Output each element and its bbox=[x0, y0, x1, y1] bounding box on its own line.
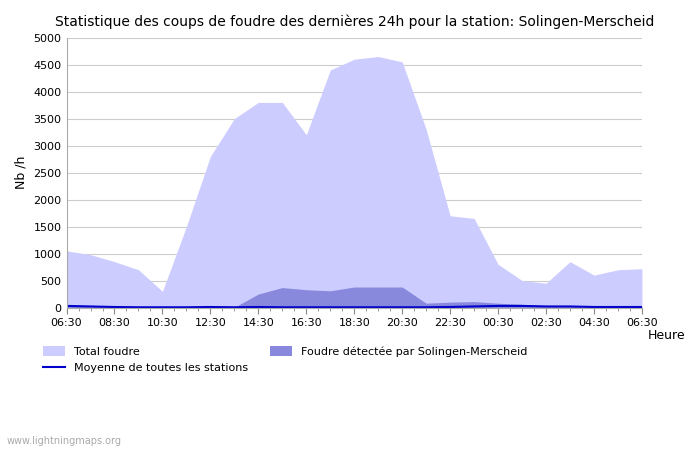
Legend: Total foudre, Moyenne de toutes les stations, Foudre détectée par Solingen-Mersc: Total foudre, Moyenne de toutes les stat… bbox=[38, 342, 532, 378]
Text: www.lightningmaps.org: www.lightningmaps.org bbox=[7, 436, 122, 446]
Y-axis label: Nb /h: Nb /h bbox=[15, 156, 28, 189]
Title: Statistique des coups de foudre des dernières 24h pour la station: Solingen-Mers: Statistique des coups de foudre des dern… bbox=[55, 15, 654, 30]
Text: Heure: Heure bbox=[648, 329, 685, 342]
